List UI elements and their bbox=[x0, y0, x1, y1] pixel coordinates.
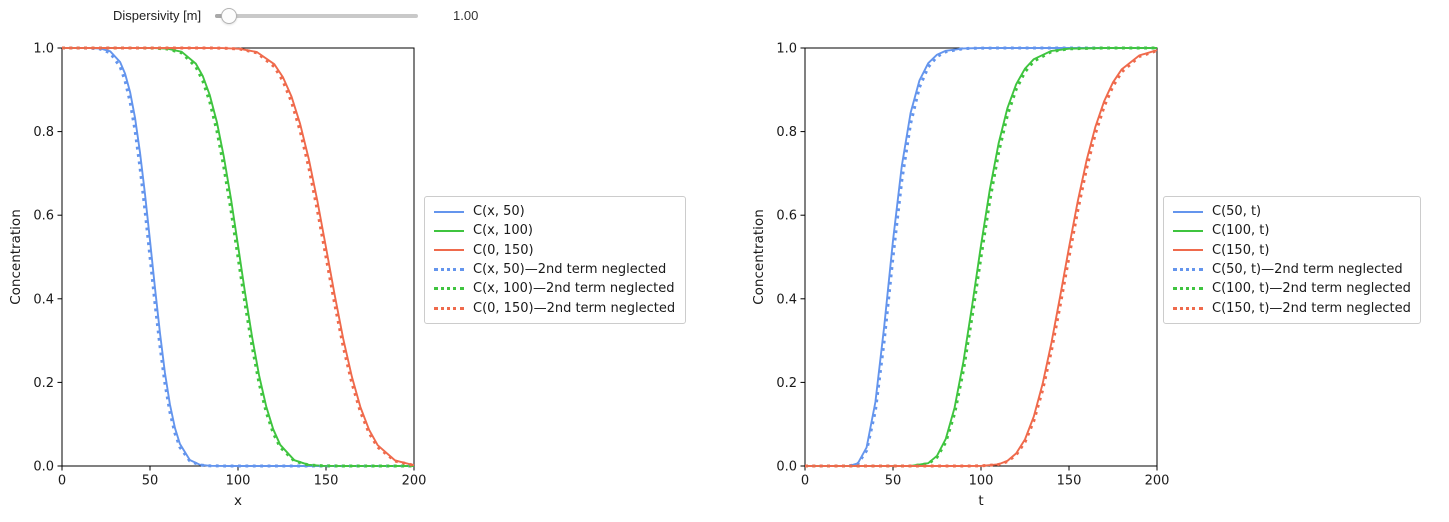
slider-label: Dispersivity [m] bbox=[113, 8, 202, 23]
curve-C(50, t)—2nd term neglected bbox=[805, 46, 1157, 468]
left-plot-ylabel: Concentration bbox=[8, 209, 24, 305]
y-tick-label: 0.6 bbox=[776, 209, 797, 224]
legend-item: C(50, t) bbox=[1173, 202, 1411, 221]
right-plot-xlabel: t bbox=[978, 493, 984, 509]
x-tick-label: 100 bbox=[226, 474, 251, 489]
y-tick-label: 0.6 bbox=[33, 209, 54, 224]
legend-item: C(100, t) bbox=[1173, 221, 1411, 240]
x-tick-label: 150 bbox=[314, 474, 339, 489]
dispersivity-slider[interactable] bbox=[215, 8, 418, 24]
y-tick-label: 0.2 bbox=[776, 376, 797, 391]
y-tick-label: 0.4 bbox=[776, 292, 797, 307]
left-plot-legend: C(x, 50) C(x, 100) C(0, 150) C(x, 50)—2n… bbox=[424, 196, 686, 324]
y-tick-label: 0.8 bbox=[33, 125, 54, 140]
x-tick-label: 50 bbox=[142, 474, 159, 489]
x-tick-label: 100 bbox=[969, 474, 994, 489]
legend-line-sample bbox=[434, 210, 464, 213]
legend-item: C(150, t) bbox=[1173, 241, 1411, 260]
x-tick-label: 150 bbox=[1057, 474, 1082, 489]
curve-C(150, t) bbox=[805, 49, 1158, 467]
slider-handle[interactable] bbox=[221, 8, 237, 24]
legend-line-sample bbox=[1173, 229, 1203, 232]
right-plot-ylabel: Concentration bbox=[751, 209, 767, 305]
x-tick-label: 0 bbox=[801, 474, 809, 489]
legend-item: C(x, 100)—2nd term neglected bbox=[434, 279, 676, 298]
legend-item: C(50, t)—2nd term neglected bbox=[1173, 260, 1411, 279]
legend-dotted-sample bbox=[434, 287, 464, 291]
y-tick-label: 1.0 bbox=[776, 42, 797, 57]
curve-C(150, t)—2nd term neglected bbox=[805, 49, 1158, 468]
legend-dotted-sample bbox=[434, 306, 464, 310]
legend-dotted-sample bbox=[1173, 306, 1203, 310]
y-tick-label: 0.0 bbox=[776, 460, 797, 475]
legend-line-sample bbox=[434, 229, 464, 232]
slider-value-readout: 1.00 bbox=[453, 8, 479, 23]
legend-item: C(0, 150) bbox=[434, 241, 676, 260]
curve-C(0, 150) bbox=[62, 47, 415, 466]
x-tick-label: 0 bbox=[58, 474, 66, 489]
legend-item: C(100, t)—2nd term neglected bbox=[1173, 279, 1411, 298]
legend-dotted-sample bbox=[434, 268, 464, 272]
curve-C(x, 50)—2nd term neglected bbox=[62, 46, 414, 468]
legend-item: C(0, 150)—2nd term neglected bbox=[434, 299, 676, 318]
legend-item: C(x, 50) bbox=[434, 202, 676, 221]
right-plot: 0 50 100 150 200 0.0 0.2 0.4 0.6 0.8 1.0 bbox=[776, 42, 1170, 489]
curve-C(x, 100)—2nd term neglected bbox=[62, 46, 414, 468]
legend-item: C(150, t)—2nd term neglected bbox=[1173, 299, 1411, 318]
y-tick-label: 0.0 bbox=[33, 460, 54, 475]
x-tick-label: 50 bbox=[885, 474, 902, 489]
legend-item: C(x, 50)—2nd term neglected bbox=[434, 260, 676, 279]
legend-line-sample bbox=[1173, 210, 1203, 213]
curve-C(50, t) bbox=[805, 47, 1157, 467]
y-tick-label: 1.0 bbox=[33, 42, 54, 57]
legend-line-sample bbox=[434, 249, 464, 252]
right-plot-legend: C(50, t) C(100, t) C(150, t) C(50, t)—2n… bbox=[1163, 196, 1421, 324]
y-tick-label: 0.2 bbox=[33, 376, 54, 391]
left-plot: 0 50 100 150 200 0.0 0.2 0.4 0.6 0.8 1.0 bbox=[33, 42, 427, 489]
x-tick-label: 200 bbox=[402, 474, 427, 489]
legend-dotted-sample bbox=[1173, 287, 1203, 291]
y-tick-label: 0.4 bbox=[33, 292, 54, 307]
left-plot-xlabel: x bbox=[234, 493, 242, 509]
x-tick-label: 200 bbox=[1145, 474, 1170, 489]
legend-item: C(x, 100) bbox=[434, 221, 676, 240]
legend-line-sample bbox=[1173, 249, 1203, 252]
dispersivity-slider-row: Dispersivity [m] 1.00 bbox=[0, 0, 700, 32]
y-tick-label: 0.8 bbox=[776, 125, 797, 140]
curve-C(0, 150)—2nd term neglected bbox=[62, 46, 415, 467]
legend-dotted-sample bbox=[1173, 268, 1203, 272]
